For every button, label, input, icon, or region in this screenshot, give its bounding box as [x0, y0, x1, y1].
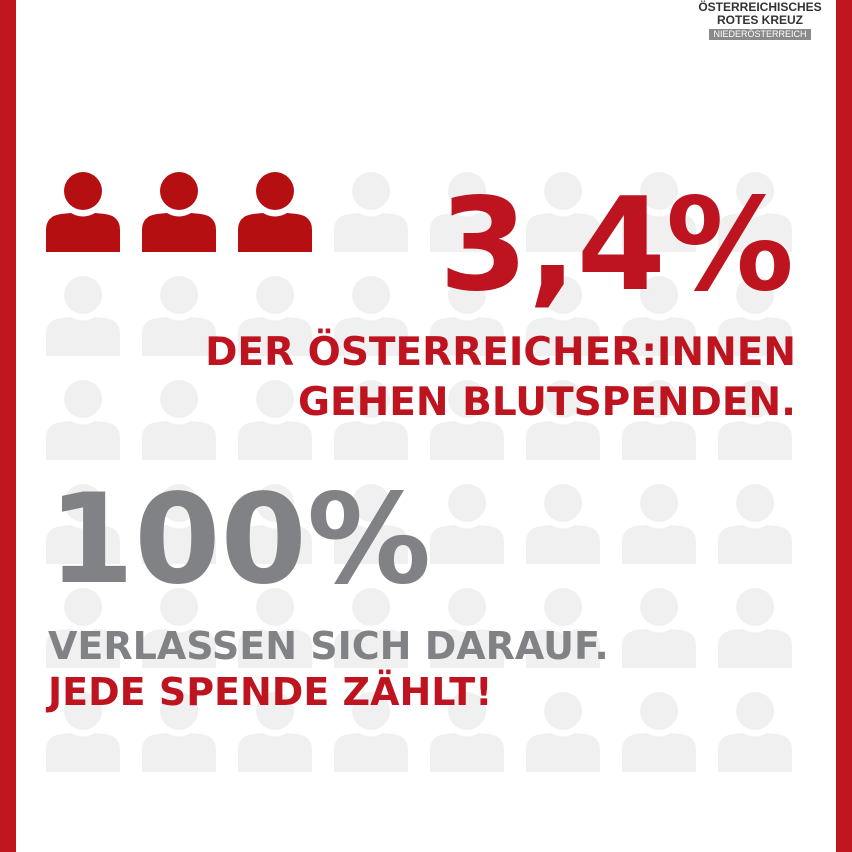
logo-region: NIEDERÖSTERREICH	[709, 29, 811, 40]
person-icon	[430, 692, 504, 772]
person-icon	[46, 380, 120, 460]
slogan: JEDE SPENDE ZÄHLT!	[48, 670, 493, 714]
person-icon	[718, 692, 792, 772]
person-icon	[430, 588, 504, 668]
person-icon	[622, 276, 696, 356]
person-icon	[430, 276, 504, 356]
person-icon	[46, 588, 120, 668]
person-icon	[718, 588, 792, 668]
person-icon	[526, 588, 600, 668]
stat2-line1: VERLASSEN SICH DARAUF.	[48, 624, 609, 668]
stat1-line2: GEHEN BLUTSPENDEN.	[297, 380, 796, 425]
person-icon	[622, 484, 696, 564]
person-icon	[334, 588, 408, 668]
person-icon	[142, 484, 216, 564]
person-icon	[718, 380, 792, 460]
person-icon	[142, 692, 216, 772]
person-icon	[238, 692, 312, 772]
person-icon	[622, 588, 696, 668]
person-icon	[430, 172, 504, 252]
person-icon	[142, 276, 216, 356]
person-icon	[238, 276, 312, 356]
person-icon	[718, 484, 792, 564]
stat2-value: 100%	[48, 468, 432, 612]
person-icon	[526, 276, 600, 356]
person-icon	[334, 380, 408, 460]
person-icon	[622, 380, 696, 460]
person-icon	[46, 692, 120, 772]
person-icon	[334, 484, 408, 564]
person-icon	[46, 276, 120, 356]
person-icon	[142, 380, 216, 460]
person-icon	[622, 692, 696, 772]
person-icon	[334, 276, 408, 356]
person-icon	[622, 172, 696, 252]
person-icon-highlighted	[46, 172, 120, 252]
person-icon	[526, 692, 600, 772]
person-icon	[526, 172, 600, 252]
logo-line2: ROTES KREUZ	[716, 13, 803, 27]
person-icon	[46, 484, 120, 564]
person-icon	[334, 172, 408, 252]
person-icon	[238, 588, 312, 668]
logo-line1: ÖSTERREICHISCHES	[698, 0, 822, 14]
person-icon	[238, 380, 312, 460]
left-border	[0, 0, 16, 852]
person-icon	[430, 484, 504, 564]
person-icon	[334, 692, 408, 772]
right-border	[836, 0, 852, 852]
stat1-line1: DER ÖSTERREICHER:INNEN	[205, 330, 796, 375]
person-icon	[142, 588, 216, 668]
person-icon	[238, 484, 312, 564]
logo: ÖSTERREICHISCHES ROTES KREUZ NIEDERÖSTER…	[696, 1, 824, 40]
person-icon	[430, 380, 504, 460]
person-icon	[526, 484, 600, 564]
person-icon	[526, 380, 600, 460]
person-icon	[718, 172, 792, 252]
stat1-value: 3,4%	[439, 171, 794, 320]
person-icon	[718, 276, 792, 356]
person-icon-highlighted	[238, 172, 312, 252]
person-icon-highlighted	[142, 172, 216, 252]
